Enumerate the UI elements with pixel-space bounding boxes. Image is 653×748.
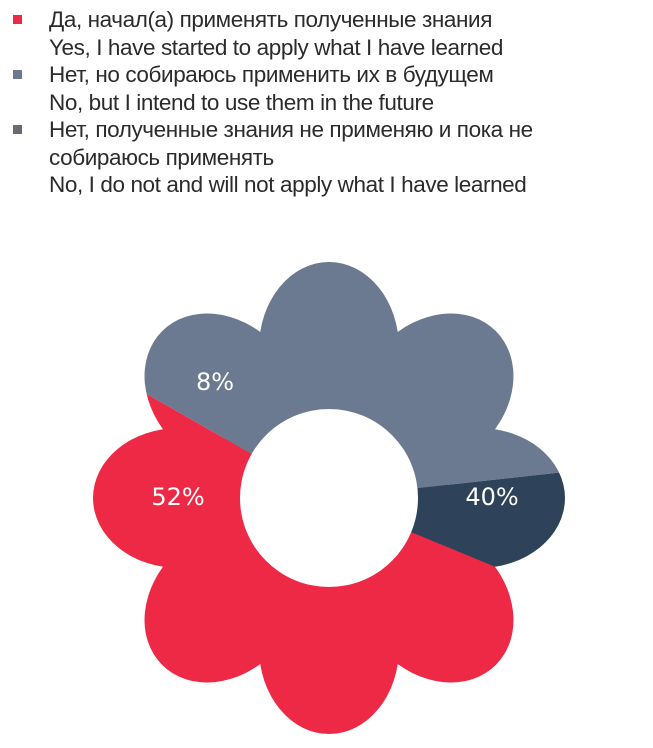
legend-label-en: No, I do not and will not apply what I h… xyxy=(49,172,527,197)
data-label: 8% xyxy=(196,368,234,396)
legend-swatch xyxy=(13,15,22,24)
legend: Да, начал(а) применять полученные знания… xyxy=(0,6,639,199)
legend-label-en: Yes, I have started to apply what I have… xyxy=(49,34,504,60)
data-label: 40% xyxy=(465,483,518,511)
legend-label-ru: Да, начал(а) применять полученные знания xyxy=(49,7,492,32)
legend-label-en: No, but I intend to use them in the futu… xyxy=(49,89,434,115)
legend-item-no: Нет, полученные знания не применяю и пок… xyxy=(0,116,639,199)
data-label: 52% xyxy=(151,483,204,511)
legend-label-ru: Нет, полученные знания не применяю и пок… xyxy=(49,117,533,170)
legend-item-future: Нет, но собираюсь применить их в будущем… xyxy=(0,61,639,116)
center-hole xyxy=(240,409,418,587)
legend-swatch xyxy=(13,70,22,79)
legend-swatch xyxy=(13,125,22,134)
legend-label-ru: Нет, но собираюсь применить их в будущем xyxy=(49,62,494,87)
legend-item-yes: Да, начал(а) применять полученные знания… xyxy=(0,6,639,61)
